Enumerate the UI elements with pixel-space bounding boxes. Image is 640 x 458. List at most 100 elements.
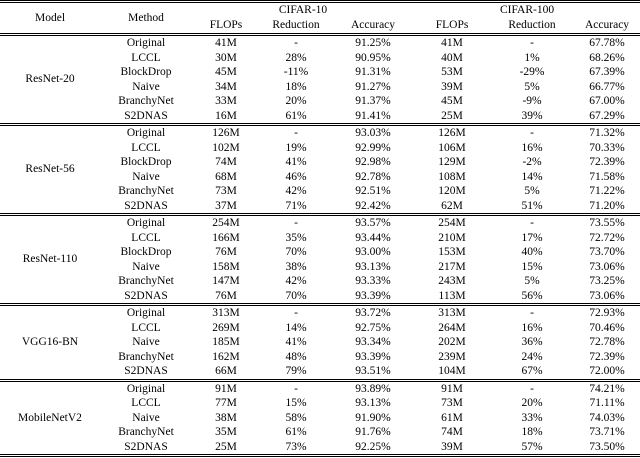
value-cell: 74.03% (589, 411, 625, 424)
method-cell: BlockDrop (120, 246, 172, 258)
value-cell: -9% (522, 95, 542, 107)
value-cell: 20% (521, 397, 543, 409)
value-cell: 38M (215, 411, 237, 424)
value-cell: 93.34% (355, 336, 391, 348)
table-row: BranchyNet 73M 42% 92.51% 120M 5% 71.22% (0, 184, 640, 199)
value-cell: 48% (285, 350, 307, 363)
value-cell: 46% (285, 170, 307, 183)
value-cell: 25M (441, 109, 463, 122)
table-row: LCCL 166M 35% 93.44% 210M 17% 72.72% (0, 231, 640, 246)
value-cell: 35% (285, 231, 307, 244)
value-cell: 70.46% (589, 321, 625, 334)
value-cell: 72.00% (589, 365, 625, 377)
value-cell: 71.11% (589, 397, 625, 409)
method-cell: S2DNAS (124, 289, 168, 302)
value-cell: 34M (215, 80, 237, 93)
value-cell: 91.37% (355, 95, 391, 107)
value-cell: 79% (285, 365, 307, 377)
table-row: Naive 185M 41% 93.34% 202M 36% 72.78% (0, 335, 640, 350)
value-cell: 72.39% (589, 350, 625, 363)
value-cell: 71.58% (589, 170, 625, 183)
value-cell: 73.70% (589, 246, 625, 258)
table-row: Naive 68M 46% 92.78% 108M 14% 71.58% (0, 170, 640, 185)
method-cell: S2DNAS (124, 440, 168, 453)
value-cell: 71.22% (589, 185, 625, 197)
value-cell: 162M (212, 350, 240, 363)
value-cell: 53M (441, 66, 463, 78)
value-cell: 66M (215, 365, 237, 377)
value-cell: 93.51% (355, 365, 391, 377)
method-cell: LCCL (131, 321, 161, 334)
value-cell: 72.93% (589, 307, 625, 319)
col-header-accuracy-c10: Accuracy (350, 19, 396, 31)
col-header-reduction-c100: Reduction (508, 19, 556, 31)
value-cell: 73.06% (589, 289, 625, 302)
model-name: VGG16-BN (21, 336, 79, 348)
table-row: BranchyNet 33M 20% 91.37% 45M -9% 67.00% (0, 94, 640, 109)
table-row: Naive 34M 18% 91.27% 39M 5% 66.77% (0, 80, 640, 95)
value-cell: 18% (521, 426, 543, 438)
table-row: BlockDrop 45M -11% 91.31% 53M -29% 67.39% (0, 65, 640, 80)
value-cell: 92.98% (355, 156, 391, 168)
value-cell: 42% (285, 185, 307, 197)
table-header: Model Method CIFAR-10 CIFAR-100 FLOPs Re… (0, 2, 640, 35)
value-cell: 126M (212, 127, 240, 139)
model-name: ResNet-110 (22, 253, 78, 266)
value-cell: 19% (285, 141, 307, 154)
value-cell: 91M (215, 382, 237, 395)
value-cell: 243M (438, 275, 466, 287)
value-cell: - (530, 127, 534, 139)
value-cell: 66.77% (589, 80, 625, 93)
value-cell: 264M (438, 321, 466, 334)
value-cell: 33M (215, 95, 237, 107)
col-group-cifar100: CIFAR-100 (499, 4, 555, 16)
value-cell: 93.39% (355, 289, 391, 302)
value-cell: 91.27% (355, 80, 391, 93)
value-cell: 120M (438, 185, 466, 197)
value-cell: 73.55% (589, 217, 625, 229)
value-cell: 67.78% (589, 37, 625, 49)
value-cell: 20% (285, 95, 307, 107)
value-cell: 30M (215, 51, 237, 64)
value-cell: - (530, 37, 534, 49)
model-name: ResNet-56 (25, 163, 75, 176)
value-cell: 313M (212, 307, 240, 319)
value-cell: 202M (438, 336, 466, 348)
method-cell: Naive (132, 170, 160, 183)
method-cell: S2DNAS (124, 109, 168, 122)
value-cell: - (530, 307, 534, 319)
table-row: Naive 38M 58% 91.90% 61M 33% 74.03% (0, 411, 640, 426)
value-cell: 93.13% (355, 397, 391, 409)
value-cell: 16% (521, 321, 543, 334)
table-row: BlockDrop 74M 41% 92.98% 129M -2% 72.39% (0, 155, 640, 170)
model-name: ResNet-20 (25, 73, 75, 86)
value-cell: 93.33% (355, 275, 391, 287)
value-cell: 93.03% (355, 127, 391, 139)
value-cell: 74M (215, 156, 237, 168)
table-row: MobileNetV2 Original 91M - 93.89% 91M - 74.21% (0, 380, 640, 424)
value-cell: 210M (438, 231, 466, 244)
value-cell: 61M (441, 411, 463, 424)
value-cell: 92.75% (355, 321, 391, 334)
value-cell: 42% (285, 275, 307, 287)
value-cell: 153M (438, 246, 466, 258)
value-cell: - (294, 307, 298, 319)
method-cell: BlockDrop (120, 156, 172, 168)
value-cell: 28% (285, 51, 307, 64)
value-cell: 1% (524, 51, 540, 64)
table-row: S2DNAS 66M 79% 93.51% 104M 67% 72.00% (0, 364, 640, 380)
value-cell: 35M (215, 426, 237, 438)
model-section: VGG16-BN Original 313M - 93.72% 313M - 72.93% LC… (0, 304, 640, 381)
value-cell: 72.39% (589, 156, 625, 168)
value-cell: 129M (438, 156, 466, 168)
table-row: BranchyNet 147M 42% 93.33% 243M 5% 73.25% (0, 274, 640, 289)
value-cell: - (294, 37, 298, 49)
value-cell: 102M (212, 141, 240, 154)
value-cell: 93.00% (355, 246, 391, 258)
value-cell: - (530, 382, 534, 395)
value-cell: 45M (215, 66, 237, 78)
value-cell: 313M (438, 307, 466, 319)
value-cell: 70.33% (589, 141, 625, 154)
value-cell: 254M (438, 217, 466, 229)
